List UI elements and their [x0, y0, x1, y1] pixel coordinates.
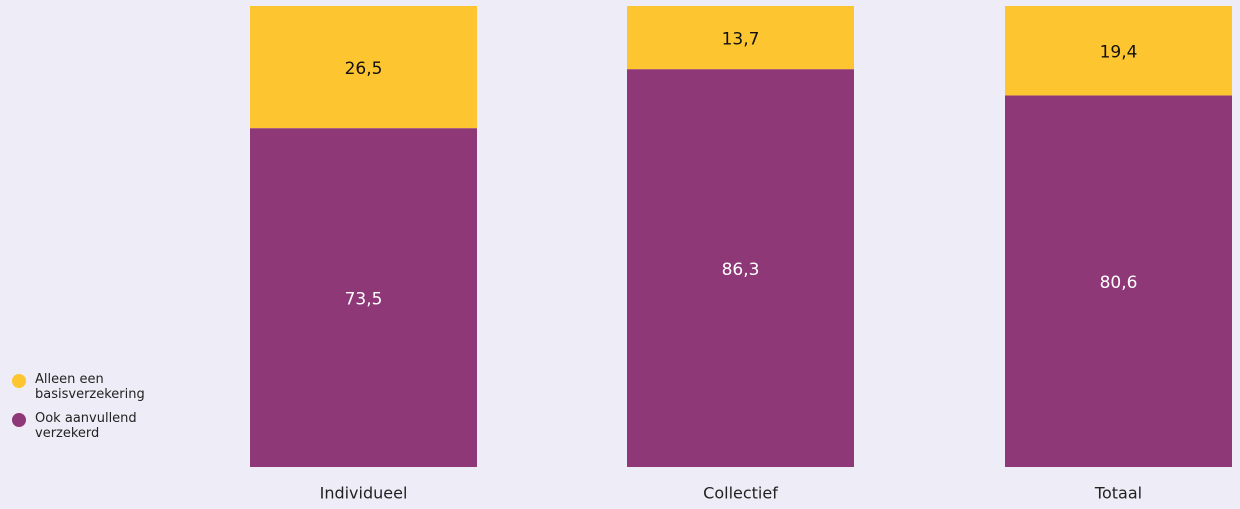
- data-label: 13,7: [722, 30, 760, 50]
- legend-label: Ook aanvullend verzekerd: [35, 411, 137, 441]
- x-tick-label: Individueel: [320, 484, 408, 503]
- x-tick-label: Collectief: [703, 484, 778, 503]
- bar-segment: [250, 6, 477, 129]
- bar-segment: [1005, 95, 1232, 468]
- bar-segment: [627, 6, 854, 70]
- legend-label: Alleen een basisverzekering: [35, 372, 145, 402]
- data-label: 19,4: [1100, 43, 1138, 63]
- bar-segment: [250, 128, 477, 468]
- legend: Alleen een basisverzekering Ook aanvullen…: [12, 372, 182, 450]
- data-label: 80,6: [1100, 273, 1138, 293]
- bar-segment: [627, 69, 854, 468]
- legend-swatch: [12, 374, 26, 388]
- bar-segment: [1005, 6, 1232, 96]
- data-label: 26,5: [345, 59, 383, 79]
- data-label: 86,3: [722, 260, 760, 280]
- x-tick-label: Totaal: [1094, 484, 1142, 503]
- legend-item: Ook aanvullend verzekerd: [12, 411, 182, 441]
- legend-swatch: [12, 413, 26, 427]
- data-label: 73,5: [345, 290, 383, 310]
- legend-item: Alleen een basisverzekering: [12, 372, 182, 402]
